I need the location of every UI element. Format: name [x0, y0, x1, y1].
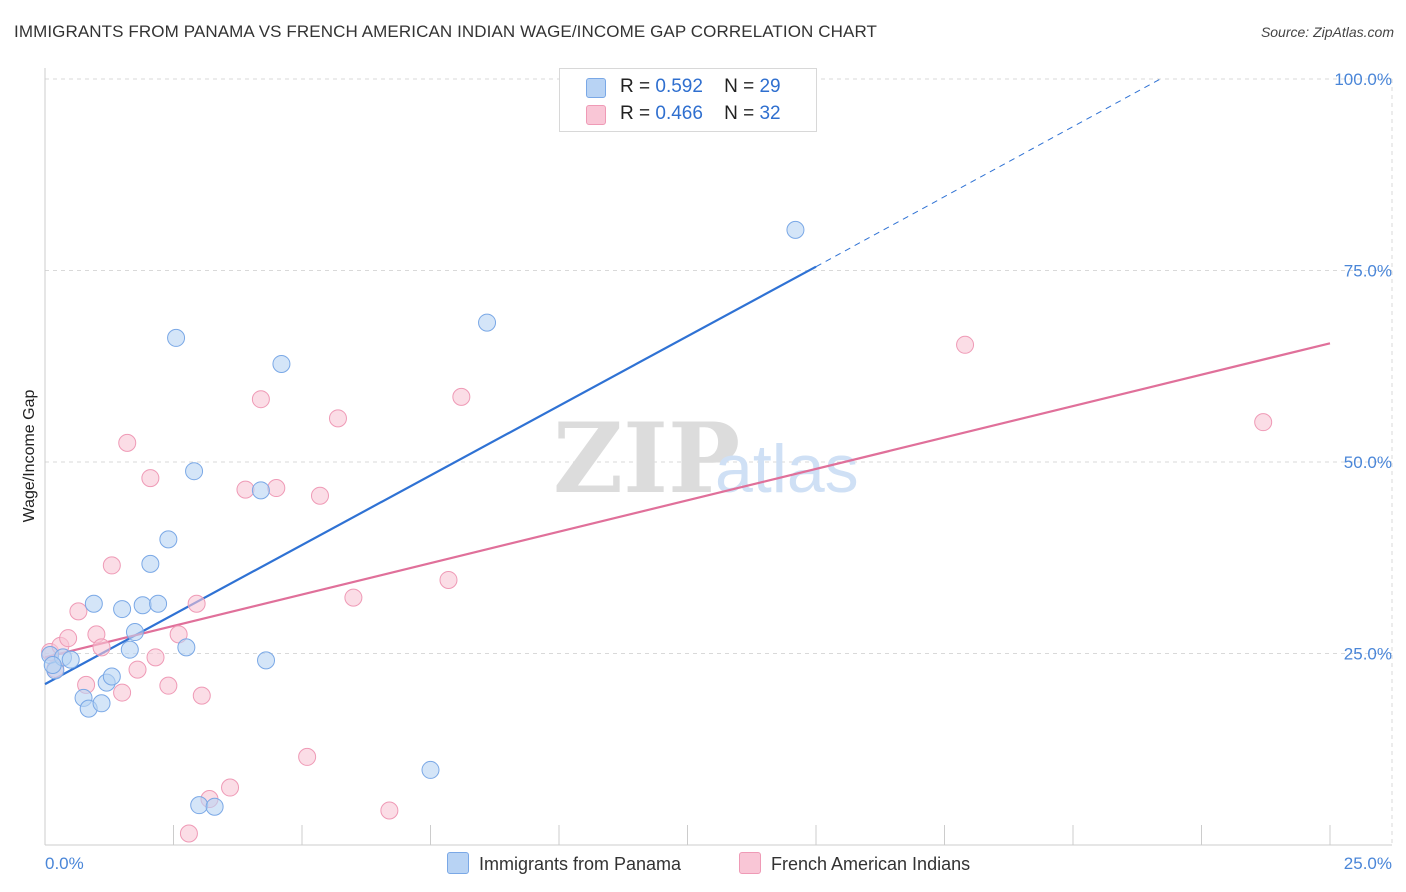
data-point-panama	[125, 623, 144, 642]
data-point-french	[236, 480, 255, 499]
chart-title: IMMIGRANTS FROM PANAMA VS FRENCH AMERICA…	[14, 22, 878, 41]
data-point-french	[118, 433, 137, 452]
bottom-legend-french: French American Indians	[739, 852, 970, 875]
data-point-panama	[61, 650, 80, 669]
data-point-panama	[141, 554, 160, 573]
legend-swatch-french	[586, 105, 606, 125]
data-point-french	[344, 588, 363, 607]
trend-line-panama-extension	[815, 78, 1161, 268]
data-point-french	[192, 686, 211, 705]
data-point-french	[59, 629, 78, 648]
data-point-panama	[272, 354, 291, 373]
bottom-legend-swatch-panama	[447, 852, 469, 874]
legend-n-value: 32	[759, 103, 781, 124]
data-point-panama	[177, 638, 196, 657]
data-point-panama	[190, 796, 209, 815]
y-tick-label: 75.0%	[1344, 262, 1392, 281]
data-point-panama	[185, 462, 204, 481]
data-point-french	[267, 479, 286, 498]
legend-r-label: R =	[620, 103, 651, 124]
bottom-legend-label-french: French American Indians	[771, 854, 971, 874]
data-point-french	[439, 570, 458, 589]
data-point-french	[159, 676, 178, 695]
data-point-french	[69, 602, 88, 621]
data-point-french	[92, 638, 111, 657]
legend-n-label: N =	[724, 76, 755, 97]
data-point-french	[251, 390, 270, 409]
bottom-legend-swatch-french	[739, 852, 761, 874]
data-point-french	[310, 486, 329, 505]
data-point-panama	[120, 640, 139, 659]
data-point-panama	[205, 797, 224, 816]
data-point-panama	[159, 530, 178, 549]
data-point-panama	[92, 694, 111, 713]
data-point-french	[113, 683, 132, 702]
bottom-legend-panama: Immigrants from Panama	[447, 852, 681, 875]
data-point-panama	[149, 594, 168, 613]
data-points	[41, 220, 1273, 843]
watermark-zip: ZIP	[553, 402, 740, 515]
trend-line-french	[44, 342, 1331, 659]
legend-n-value: 29	[759, 76, 781, 97]
data-point-panama	[84, 594, 103, 613]
legend-n-label: N =	[724, 103, 755, 124]
axes	[44, 68, 1392, 846]
legend-swatch-panama	[586, 78, 606, 98]
legend-r-value: 0.466	[655, 103, 703, 124]
data-point-panama	[786, 220, 805, 239]
legend-r-value: 0.592	[655, 76, 703, 97]
data-point-panama	[167, 328, 186, 347]
bottom-legend-label-panama: Immigrants from Panama	[479, 854, 682, 874]
x-tick-label: 25.0%	[1344, 854, 1392, 873]
data-point-french	[187, 594, 206, 613]
legend-r-label: R =	[620, 76, 651, 97]
data-point-panama	[43, 655, 62, 674]
data-point-french	[141, 469, 160, 488]
data-point-french	[146, 648, 165, 667]
tick-labels: 25.0% 50.0% 75.0% 100.0% 0.0% 25.0%	[45, 70, 1392, 873]
data-point-french	[128, 660, 147, 679]
data-point-french	[328, 409, 347, 428]
watermark-atlas: atlas	[715, 431, 859, 507]
data-point-french	[1254, 413, 1273, 432]
data-point-panama	[478, 313, 497, 332]
y-axis-label: Wage/Income Gap	[21, 390, 38, 523]
watermark: ZIP atlas	[553, 402, 859, 515]
source-label: Source: ZipAtlas.com	[1260, 24, 1394, 40]
data-point-french	[102, 556, 121, 575]
data-point-french	[380, 801, 399, 820]
data-point-french	[221, 778, 240, 797]
data-point-french	[179, 824, 198, 843]
x-tick-label: 0.0%	[45, 854, 84, 873]
y-tick-label: 100.0%	[1334, 70, 1392, 89]
data-point-panama	[102, 667, 121, 686]
data-point-french	[298, 747, 317, 766]
data-point-panama	[257, 651, 276, 670]
trend-lines	[44, 78, 1331, 686]
correlation-legend: R = 0.592 N = 29 R = 0.466 N = 32	[559, 68, 817, 132]
data-point-panama	[113, 600, 132, 619]
data-point-french	[956, 335, 975, 354]
data-point-french	[452, 387, 471, 406]
data-point-panama	[133, 596, 152, 615]
y-tick-label: 50.0%	[1344, 453, 1392, 472]
data-point-panama	[251, 481, 270, 500]
y-tick-label: 25.0%	[1344, 645, 1392, 664]
data-point-panama	[421, 760, 440, 779]
trend-line-panama	[44, 265, 817, 686]
